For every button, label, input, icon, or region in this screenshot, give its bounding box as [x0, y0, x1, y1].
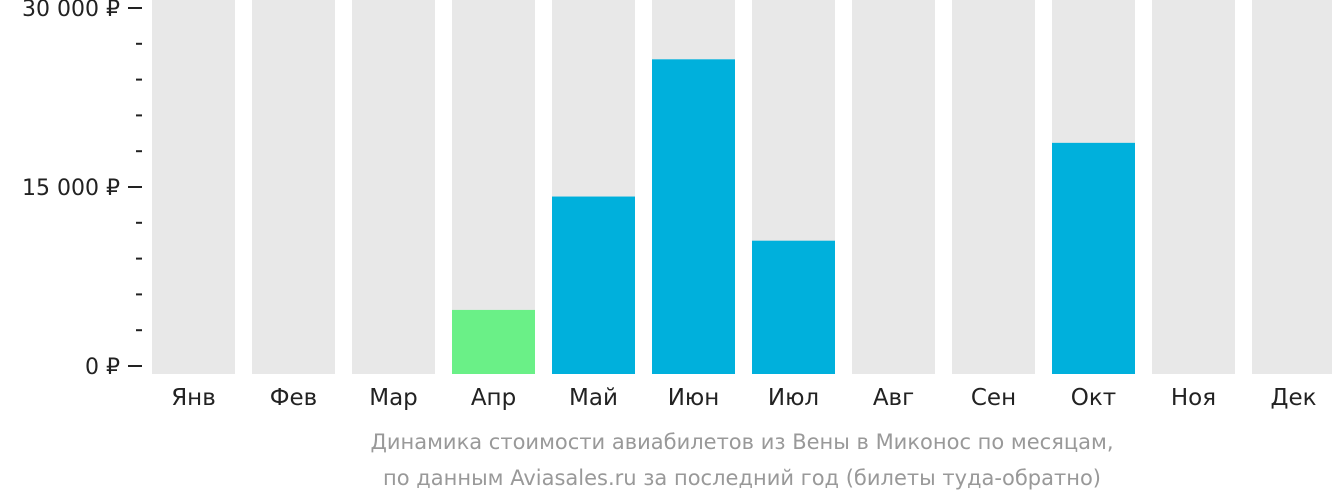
x-tick-label-month-9: Сен	[971, 385, 1016, 411]
x-tick-label-month-7: Июл	[768, 385, 819, 411]
background-columns	[152, 0, 1332, 374]
x-tick-label-month-11: Ноя	[1171, 385, 1216, 411]
price-bar-chart: 0 ₽ 15 000 ₽ 30 000 ₽ Янв Фев Мар Апр Май Июн Ию…	[22, 0, 1332, 411]
chart-caption-line-1: Динамика стоимости авиабилетов из Вены в…	[370, 430, 1114, 454]
x-tick-label-month-5: Май	[569, 385, 618, 411]
y-axis: 0 ₽ 15 000 ₽ 30 000 ₽	[22, 0, 142, 380]
chart-caption-line-2: по данным Aviasales.ru за последний год …	[383, 466, 1101, 490]
bar-month-4[interactable]	[452, 309, 535, 374]
background-column-month-9	[952, 0, 1035, 374]
bar-month-6[interactable]	[652, 59, 735, 375]
y-tick-label-0: 0 ₽	[85, 355, 120, 380]
background-column-month-11	[1152, 0, 1235, 374]
bar-month-7[interactable]	[752, 240, 835, 374]
y-tick-label-2: 30 000 ₽	[22, 0, 120, 22]
x-tick-label-month-6: Июн	[668, 385, 720, 411]
x-tick-label-month-10: Окт	[1071, 385, 1116, 411]
y-tick-label-1: 15 000 ₽	[22, 176, 120, 201]
x-tick-label-month-12: Дек	[1270, 385, 1316, 411]
x-tick-label-month-2: Фев	[270, 385, 318, 411]
bar-month-10[interactable]	[1052, 142, 1135, 374]
x-tick-label-month-8: Авг	[873, 385, 914, 411]
bars	[452, 59, 1135, 375]
x-tick-label-month-4: Апр	[471, 385, 516, 411]
background-column-month-1	[152, 0, 235, 374]
x-tick-label-month-3: Мар	[369, 385, 418, 411]
background-column-month-12	[1252, 0, 1332, 374]
bar-month-5[interactable]	[552, 196, 635, 374]
x-tick-label-month-1: Янв	[171, 385, 216, 411]
x-axis: Янв Фев Мар Апр Май Июн Июл Авг Сен Окт Ноя Дек	[171, 385, 1316, 411]
background-column-month-2	[252, 0, 335, 374]
background-column-month-3	[352, 0, 435, 374]
background-column-month-8	[852, 0, 935, 374]
